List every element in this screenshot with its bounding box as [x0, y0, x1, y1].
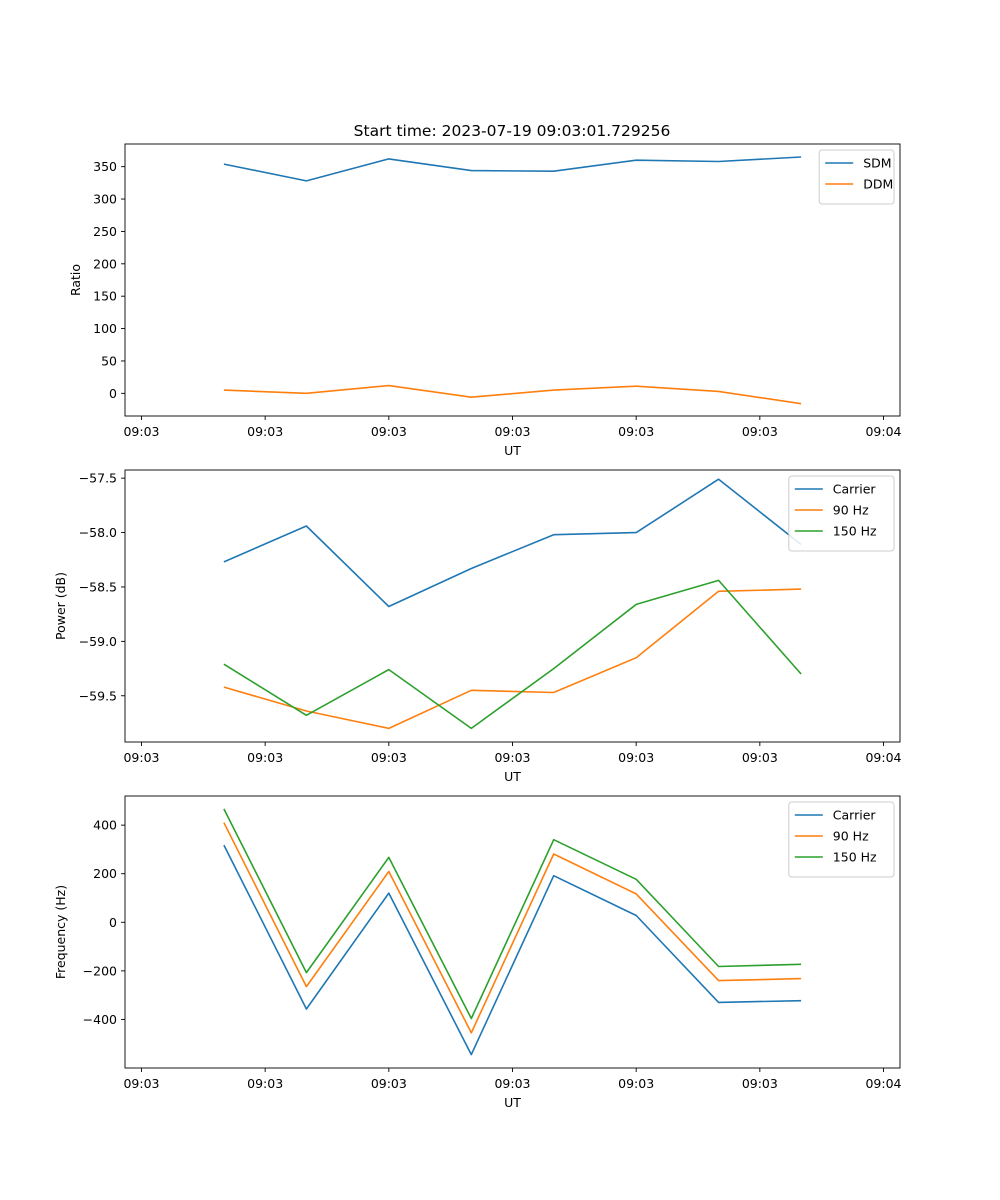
y-tick-label: 50: [101, 353, 117, 368]
legend-label: 150 Hz: [833, 850, 877, 865]
y-axis-label: Power (dB): [53, 572, 68, 640]
legend: SDM DDM: [818, 149, 895, 205]
y-tick-label: −59.5: [79, 688, 117, 703]
x-tick-label: 09:03: [742, 750, 778, 765]
x-tick-label: 09:04: [865, 750, 901, 765]
x-tick-label: 09:03: [247, 750, 283, 765]
y-tick-label: 250: [93, 224, 117, 239]
x-axis-label: UT: [504, 443, 521, 458]
series-line-sdm: [223, 156, 802, 182]
y-tick-label: 0: [109, 915, 117, 930]
x-axis-label: UT: [504, 769, 521, 784]
x-axis-label: UT: [504, 1095, 521, 1110]
y-tick-label: −200: [83, 963, 117, 978]
legend-label: 90 Hz: [833, 829, 869, 844]
y-tick-label: 200: [93, 866, 117, 881]
y-tick-label: −400: [83, 1012, 117, 1027]
y-tick-label: −58.0: [79, 525, 117, 540]
chart-panel-3: 09:03 09:03 09:03 09:03 09:03 09:03 09:04 −400 −…: [53, 795, 902, 1110]
legend-label: 90 Hz: [833, 503, 869, 518]
series-line-carrier: [223, 844, 802, 1056]
series-line-90-hz: [223, 822, 802, 1034]
charts: 09:03 09:03 09:03 09:03 09:03 09:03 09:04 0 50 10…: [53, 143, 902, 1110]
chart-panel-1: 09:03 09:03 09:03 09:03 09:03 09:03 09:04 0 50 10…: [68, 143, 902, 458]
x-tick-label: 09:03: [371, 424, 407, 439]
x-tick-label: 09:03: [371, 750, 407, 765]
x-tick-label: 09:03: [742, 424, 778, 439]
y-tick-label: 150: [93, 289, 117, 304]
x-tick-label: 09:03: [123, 424, 159, 439]
x-tick-label: 09:03: [247, 1076, 283, 1091]
x-tick-label: 09:03: [742, 1076, 778, 1091]
y-tick-label: 100: [93, 321, 117, 336]
x-tick-label: 09:03: [618, 424, 654, 439]
legend-label: SDM: [863, 156, 891, 171]
y-tick-label: 350: [93, 159, 117, 174]
legend-label: 150 Hz: [833, 524, 877, 539]
axes-frame: [124, 469, 901, 743]
legend-box: [788, 801, 895, 878]
series-line-150-hz: [223, 808, 802, 1020]
figure-title: Start time: 2023-07-19 09:03:01.729256: [354, 122, 671, 140]
y-tick-label: −58.5: [79, 579, 117, 594]
legend-label: Carrier: [833, 482, 877, 497]
axes-frame: [124, 795, 901, 1069]
y-tick-label: 300: [93, 192, 117, 207]
y-tick-label: 0: [109, 386, 117, 401]
series-line-90-hz: [223, 588, 802, 730]
legend-box: [788, 475, 895, 552]
legend-label: Carrier: [833, 808, 877, 823]
series-line-carrier: [223, 478, 802, 608]
x-tick-label: 09:04: [865, 424, 901, 439]
y-tick-label: 200: [93, 256, 117, 271]
legend: Carrier 90 Hz 150 Hz: [788, 475, 895, 552]
chart-panel-2: 09:03 09:03 09:03 09:03 09:03 09:03 09:04 −59.5…: [53, 469, 902, 784]
y-axis-label: Ratio: [68, 264, 83, 296]
x-tick-label: 09:04: [865, 1076, 901, 1091]
y-axis-label: Frequency (Hz): [53, 885, 68, 979]
series-line-150-hz: [223, 579, 802, 730]
x-tick-label: 09:03: [123, 750, 159, 765]
x-tick-label: 09:03: [494, 1076, 530, 1091]
x-tick-label: 09:03: [494, 424, 530, 439]
x-tick-label: 09:03: [618, 1076, 654, 1091]
y-tick-label: −59.0: [79, 634, 117, 649]
x-tick-label: 09:03: [618, 750, 654, 765]
y-tick-label: −57.5: [79, 471, 117, 486]
x-tick-label: 09:03: [247, 424, 283, 439]
axes-frame: [124, 143, 901, 417]
legend-label: DDM: [863, 177, 893, 192]
x-tick-label: 09:03: [371, 1076, 407, 1091]
x-tick-label: 09:03: [123, 1076, 159, 1091]
legend: Carrier 90 Hz 150 Hz: [788, 801, 895, 878]
x-tick-label: 09:03: [494, 750, 530, 765]
y-tick-label: 400: [93, 818, 117, 833]
series-line-ddm: [223, 384, 802, 405]
